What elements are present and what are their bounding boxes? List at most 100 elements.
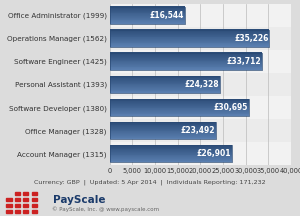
Text: Currency: GBP  |  Updated: 5 Apr 2014  |  Individuals Reporting: 171,232: Currency: GBP | Updated: 5 Apr 2014 | In… (34, 180, 266, 185)
Bar (110, 10, 184, 11)
Bar (110, 77, 220, 78)
Bar (110, 45, 269, 46)
Text: £26,901: £26,901 (196, 149, 231, 158)
Bar (110, 89, 220, 91)
Bar (110, 104, 249, 105)
Bar (110, 155, 232, 156)
Bar (110, 137, 216, 138)
Bar (110, 43, 269, 44)
Bar (110, 86, 220, 87)
Bar (110, 100, 249, 101)
Bar (110, 11, 184, 13)
Text: £24,328: £24,328 (184, 80, 219, 89)
Bar (110, 50, 291, 73)
Bar (110, 111, 249, 112)
Bar (110, 83, 220, 84)
Text: £23,492: £23,492 (181, 126, 215, 135)
Bar (110, 59, 262, 60)
Bar (110, 99, 249, 116)
Bar (110, 36, 269, 37)
Bar (110, 122, 216, 123)
Text: £16,544: £16,544 (149, 11, 184, 20)
Bar (110, 137, 216, 138)
Bar (110, 78, 220, 79)
Bar (110, 108, 249, 109)
Bar (110, 100, 249, 102)
Bar (110, 132, 216, 133)
Bar (110, 91, 220, 92)
Bar (110, 31, 269, 32)
Bar (110, 56, 262, 57)
Bar (110, 134, 216, 135)
Bar (110, 109, 249, 110)
Bar (110, 65, 262, 66)
Bar (110, 63, 262, 64)
Bar (110, 58, 262, 59)
Bar (110, 110, 249, 111)
Bar (110, 21, 184, 22)
Bar (110, 68, 262, 69)
Bar (110, 130, 216, 132)
Bar (110, 54, 262, 55)
Bar (110, 142, 291, 165)
Bar (110, 7, 184, 8)
Bar (110, 23, 184, 24)
Bar (110, 73, 291, 96)
Bar (110, 145, 232, 162)
Bar (110, 156, 232, 157)
Bar (110, 147, 232, 149)
Bar (110, 67, 262, 68)
Bar (110, 65, 262, 67)
Bar (110, 105, 249, 106)
Bar (110, 88, 220, 89)
Bar (110, 127, 216, 128)
Bar (110, 14, 184, 15)
Bar (110, 123, 216, 124)
Bar (110, 20, 184, 21)
Bar (110, 53, 262, 70)
Bar (110, 159, 232, 160)
Bar (110, 52, 262, 54)
Bar (110, 30, 269, 31)
Bar (110, 13, 184, 14)
Bar (110, 102, 249, 103)
Bar (110, 41, 269, 42)
Bar (110, 135, 216, 136)
Bar (110, 53, 262, 54)
Bar (110, 55, 262, 56)
Bar (110, 22, 184, 23)
Text: £30,695: £30,695 (214, 103, 248, 112)
Bar (110, 87, 220, 88)
Bar (110, 66, 262, 67)
Bar (110, 119, 291, 142)
Bar (110, 106, 249, 107)
Bar (110, 61, 262, 62)
Bar (110, 152, 232, 154)
Bar (110, 12, 184, 13)
Text: © PayScale, Inc. @ www.payscale.com: © PayScale, Inc. @ www.payscale.com (52, 207, 160, 212)
Bar (110, 101, 249, 102)
Bar (110, 114, 249, 115)
Bar (110, 106, 249, 108)
Bar (110, 76, 220, 93)
Bar (110, 82, 220, 83)
Bar (110, 154, 232, 156)
Bar (110, 128, 216, 129)
Bar (110, 130, 216, 131)
Bar (110, 9, 184, 10)
Bar (110, 76, 220, 77)
Bar (110, 42, 269, 43)
Bar (110, 84, 220, 85)
Bar (110, 41, 269, 43)
Bar (110, 35, 269, 36)
Bar (110, 18, 184, 19)
Bar (110, 161, 232, 162)
Bar (110, 129, 216, 130)
Bar (110, 35, 269, 37)
Bar (110, 138, 216, 139)
Bar (110, 96, 291, 119)
Bar (110, 27, 291, 50)
Bar (110, 40, 269, 41)
Bar (110, 146, 232, 148)
Bar (110, 30, 269, 47)
